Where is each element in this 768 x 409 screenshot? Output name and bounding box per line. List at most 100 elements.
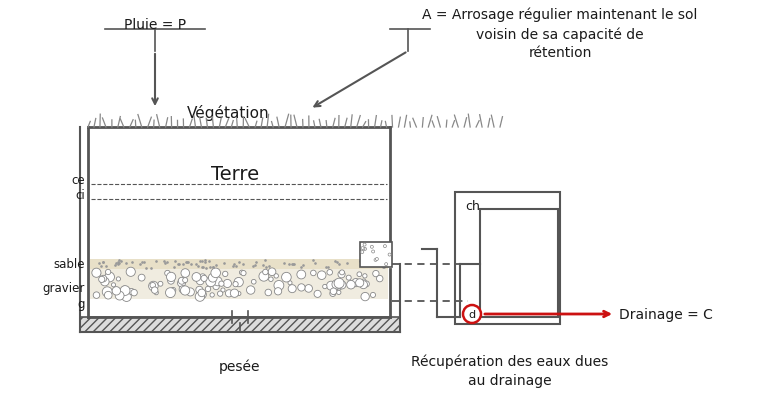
Text: sable: sable [54,258,85,271]
Circle shape [195,292,204,301]
Circle shape [98,276,104,283]
Circle shape [149,281,158,291]
Circle shape [223,280,231,288]
Circle shape [362,279,366,284]
Bar [80,317,400,332]
Circle shape [376,276,383,282]
Text: d: d [468,309,475,319]
Circle shape [154,291,158,295]
Circle shape [131,290,137,296]
Bar [90,130,388,270]
Circle shape [361,293,369,301]
Circle shape [361,247,364,250]
Text: ce: ce [71,174,85,187]
Circle shape [263,270,268,275]
Text: A = Arrosage régulier maintenant le sol
voisin de sa capacité de
rétention: A = Arrosage régulier maintenant le sol … [422,8,697,60]
Circle shape [128,289,134,295]
Circle shape [265,290,272,296]
Circle shape [251,280,256,284]
Circle shape [332,280,341,289]
Circle shape [363,248,366,251]
Circle shape [180,286,190,295]
Circle shape [288,281,292,285]
Circle shape [356,279,364,287]
Circle shape [305,285,313,292]
Circle shape [112,287,121,295]
Circle shape [383,245,386,248]
Bar [90,270,388,299]
Circle shape [361,251,364,254]
Circle shape [217,291,223,297]
Circle shape [115,292,124,300]
Circle shape [314,290,321,298]
Circle shape [247,286,255,294]
Circle shape [288,285,296,293]
Circle shape [334,279,344,288]
Circle shape [205,287,210,292]
Circle shape [336,290,341,295]
Circle shape [197,277,204,285]
Circle shape [170,288,176,293]
Circle shape [370,293,376,298]
Circle shape [330,288,337,295]
Circle shape [213,284,220,290]
Circle shape [208,274,217,282]
Circle shape [388,254,391,256]
Circle shape [187,288,194,296]
Circle shape [370,246,373,249]
Text: pesée: pesée [219,359,261,373]
Circle shape [225,290,233,297]
Circle shape [167,278,174,285]
Text: Récupération des eaux dues
au drainage: Récupération des eaux dues au drainage [412,354,608,387]
Circle shape [372,271,379,277]
Circle shape [376,258,379,261]
Circle shape [241,271,246,276]
Circle shape [298,284,305,291]
Circle shape [206,277,216,287]
Circle shape [274,288,282,295]
Circle shape [223,272,228,277]
Circle shape [336,285,342,290]
Circle shape [362,274,367,279]
Circle shape [352,279,360,287]
Circle shape [346,276,351,281]
Circle shape [234,278,243,287]
Circle shape [102,287,112,297]
Circle shape [359,281,367,289]
Circle shape [219,281,224,287]
Text: g: g [78,298,85,311]
Circle shape [221,288,225,292]
Circle shape [166,288,175,298]
Circle shape [167,273,176,282]
Circle shape [181,287,186,292]
Bar [480,209,558,317]
Circle shape [111,283,115,287]
Circle shape [259,272,269,281]
Circle shape [198,290,207,299]
Circle shape [274,274,279,279]
Circle shape [363,243,366,247]
Circle shape [138,274,145,281]
Circle shape [237,292,241,296]
Circle shape [357,272,362,277]
Circle shape [230,289,239,298]
Circle shape [158,282,163,286]
Circle shape [274,281,284,291]
Circle shape [192,273,200,282]
Circle shape [179,286,187,293]
Circle shape [362,247,365,251]
Circle shape [310,270,316,276]
Circle shape [151,287,158,294]
Circle shape [339,270,345,275]
Circle shape [323,285,327,289]
Circle shape [338,271,345,278]
Circle shape [177,279,186,287]
Circle shape [338,281,346,289]
Circle shape [93,292,100,299]
Text: Terre: Terre [211,165,259,184]
Text: Végétation: Végétation [187,105,270,121]
Circle shape [210,293,214,297]
Circle shape [329,291,336,297]
Text: Drainage = C: Drainage = C [619,307,713,321]
Circle shape [268,268,276,276]
